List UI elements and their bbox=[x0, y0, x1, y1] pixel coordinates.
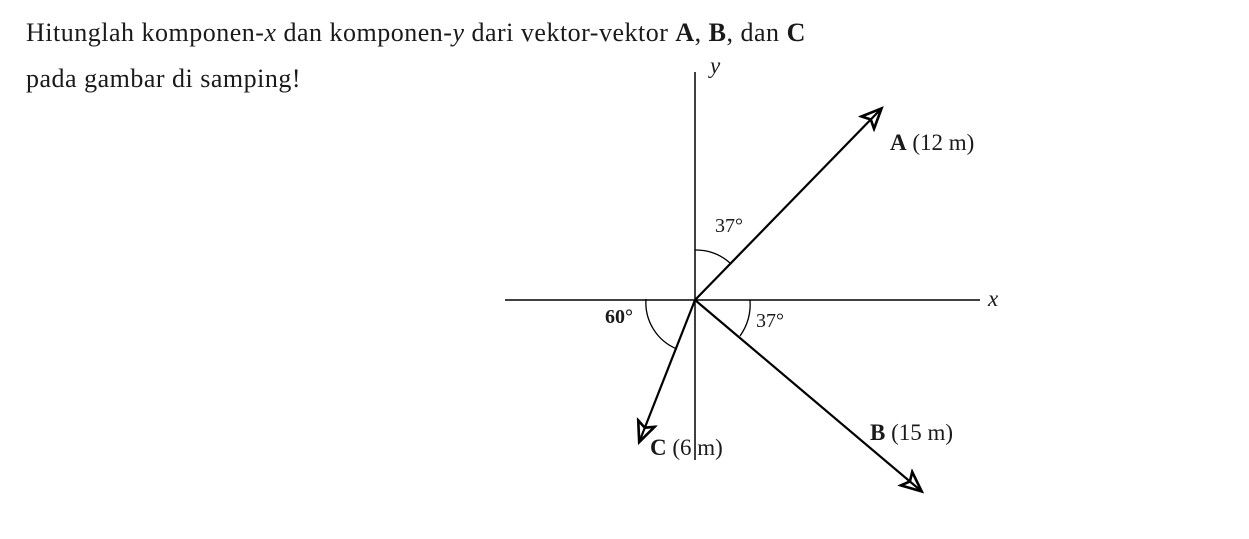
vec-B: B bbox=[709, 18, 727, 47]
y-axis-label: y bbox=[710, 53, 720, 79]
var-y: y bbox=[452, 18, 464, 47]
x-axis-label: x bbox=[988, 286, 998, 312]
vector-C-label: C (6 m) bbox=[650, 435, 723, 461]
question-line2: pada gambar di samping! bbox=[26, 58, 301, 100]
label-C: C bbox=[650, 435, 667, 460]
vector-A-label: A (12 m) bbox=[890, 130, 974, 156]
mag-C: (6 m) bbox=[672, 435, 722, 460]
q-text: , dan bbox=[727, 18, 787, 47]
angle-60: 60° bbox=[605, 306, 633, 329]
label-B: B bbox=[870, 420, 885, 445]
q-text: dari vektor-vektor bbox=[464, 18, 675, 47]
mag-B: (15 m) bbox=[891, 420, 953, 445]
q-text: , bbox=[695, 18, 709, 47]
vector-diagram: y x A (12 m) B (15 m) C (6 m) 37° 37° 60… bbox=[470, 60, 1070, 530]
diagram-svg bbox=[470, 60, 1070, 530]
vector-B-label: B (15 m) bbox=[870, 420, 953, 446]
q-text: Hitunglah komponen- bbox=[26, 18, 264, 47]
q-text: dan komponen- bbox=[276, 18, 452, 47]
var-x: x bbox=[264, 18, 276, 47]
vec-A: A bbox=[675, 18, 694, 47]
page-root: Hitunglah komponen-x dan komponen-y dari… bbox=[0, 0, 1249, 539]
mag-A: (12 m) bbox=[912, 130, 974, 155]
angle-37-bottom: 37° bbox=[756, 310, 784, 333]
label-A: A bbox=[890, 130, 907, 155]
vec-C: C bbox=[787, 18, 806, 47]
question-line1: Hitunglah komponen-x dan komponen-y dari… bbox=[26, 12, 806, 54]
angle-37-top: 37° bbox=[715, 215, 743, 238]
